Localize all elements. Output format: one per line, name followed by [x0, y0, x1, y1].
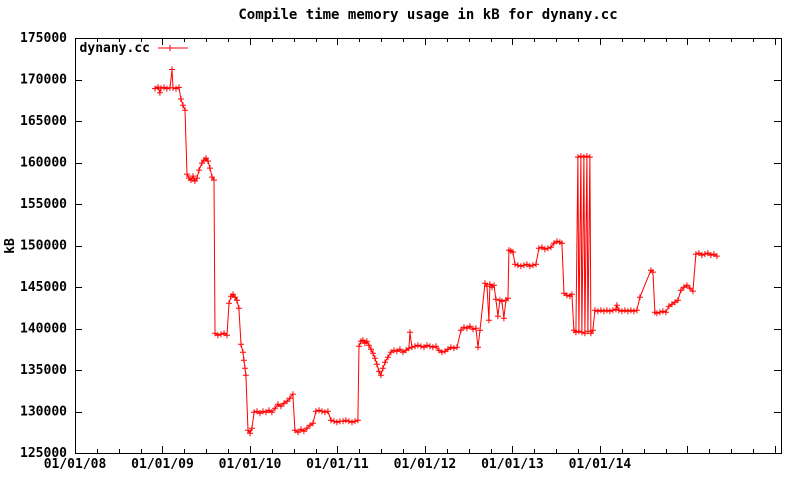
axes-layer: 01/01/08 01/01/09 01/01/10 01/01/11 01/01/12… [20, 31, 782, 472]
x-tick-label: 01/01/12 [394, 457, 457, 472]
y-tick-label: 130000 [20, 405, 67, 420]
y-tick-label: 165000 [20, 114, 67, 129]
x-tick-label: 01/01/08 [44, 457, 107, 472]
series-line [154, 69, 718, 435]
series-plus-markers [152, 66, 720, 437]
y-tick-label: 135000 [20, 363, 67, 378]
x-tick-label: 01/01/14 [569, 457, 632, 472]
y-tick-label: 125000 [20, 446, 67, 461]
legend-series-label: dynany.cc [80, 41, 150, 56]
y-tick-label: 150000 [20, 239, 67, 254]
legend-line-sample [158, 45, 188, 51]
x-tick-label: 01/01/11 [306, 457, 369, 472]
x-tick-label: 01/01/10 [219, 457, 282, 472]
axis-ticks [75, 38, 781, 454]
y-tick-label: 140000 [20, 322, 67, 337]
y-tick-label: 155000 [20, 197, 67, 212]
y-axis-title: kB [3, 238, 18, 254]
y-tick-label: 175000 [20, 31, 67, 46]
legend: dynany.cc [80, 41, 188, 56]
x-tick-label: 01/01/09 [131, 457, 194, 472]
y-tick-label: 170000 [20, 73, 67, 88]
chart-title: Compile time memory usage in kB for dyna… [238, 7, 617, 23]
x-tick-label: 01/01/13 [481, 457, 544, 472]
y-tick-label: 145000 [20, 280, 67, 295]
y-tick-label: 160000 [20, 156, 67, 171]
data-series-layer [152, 66, 720, 437]
